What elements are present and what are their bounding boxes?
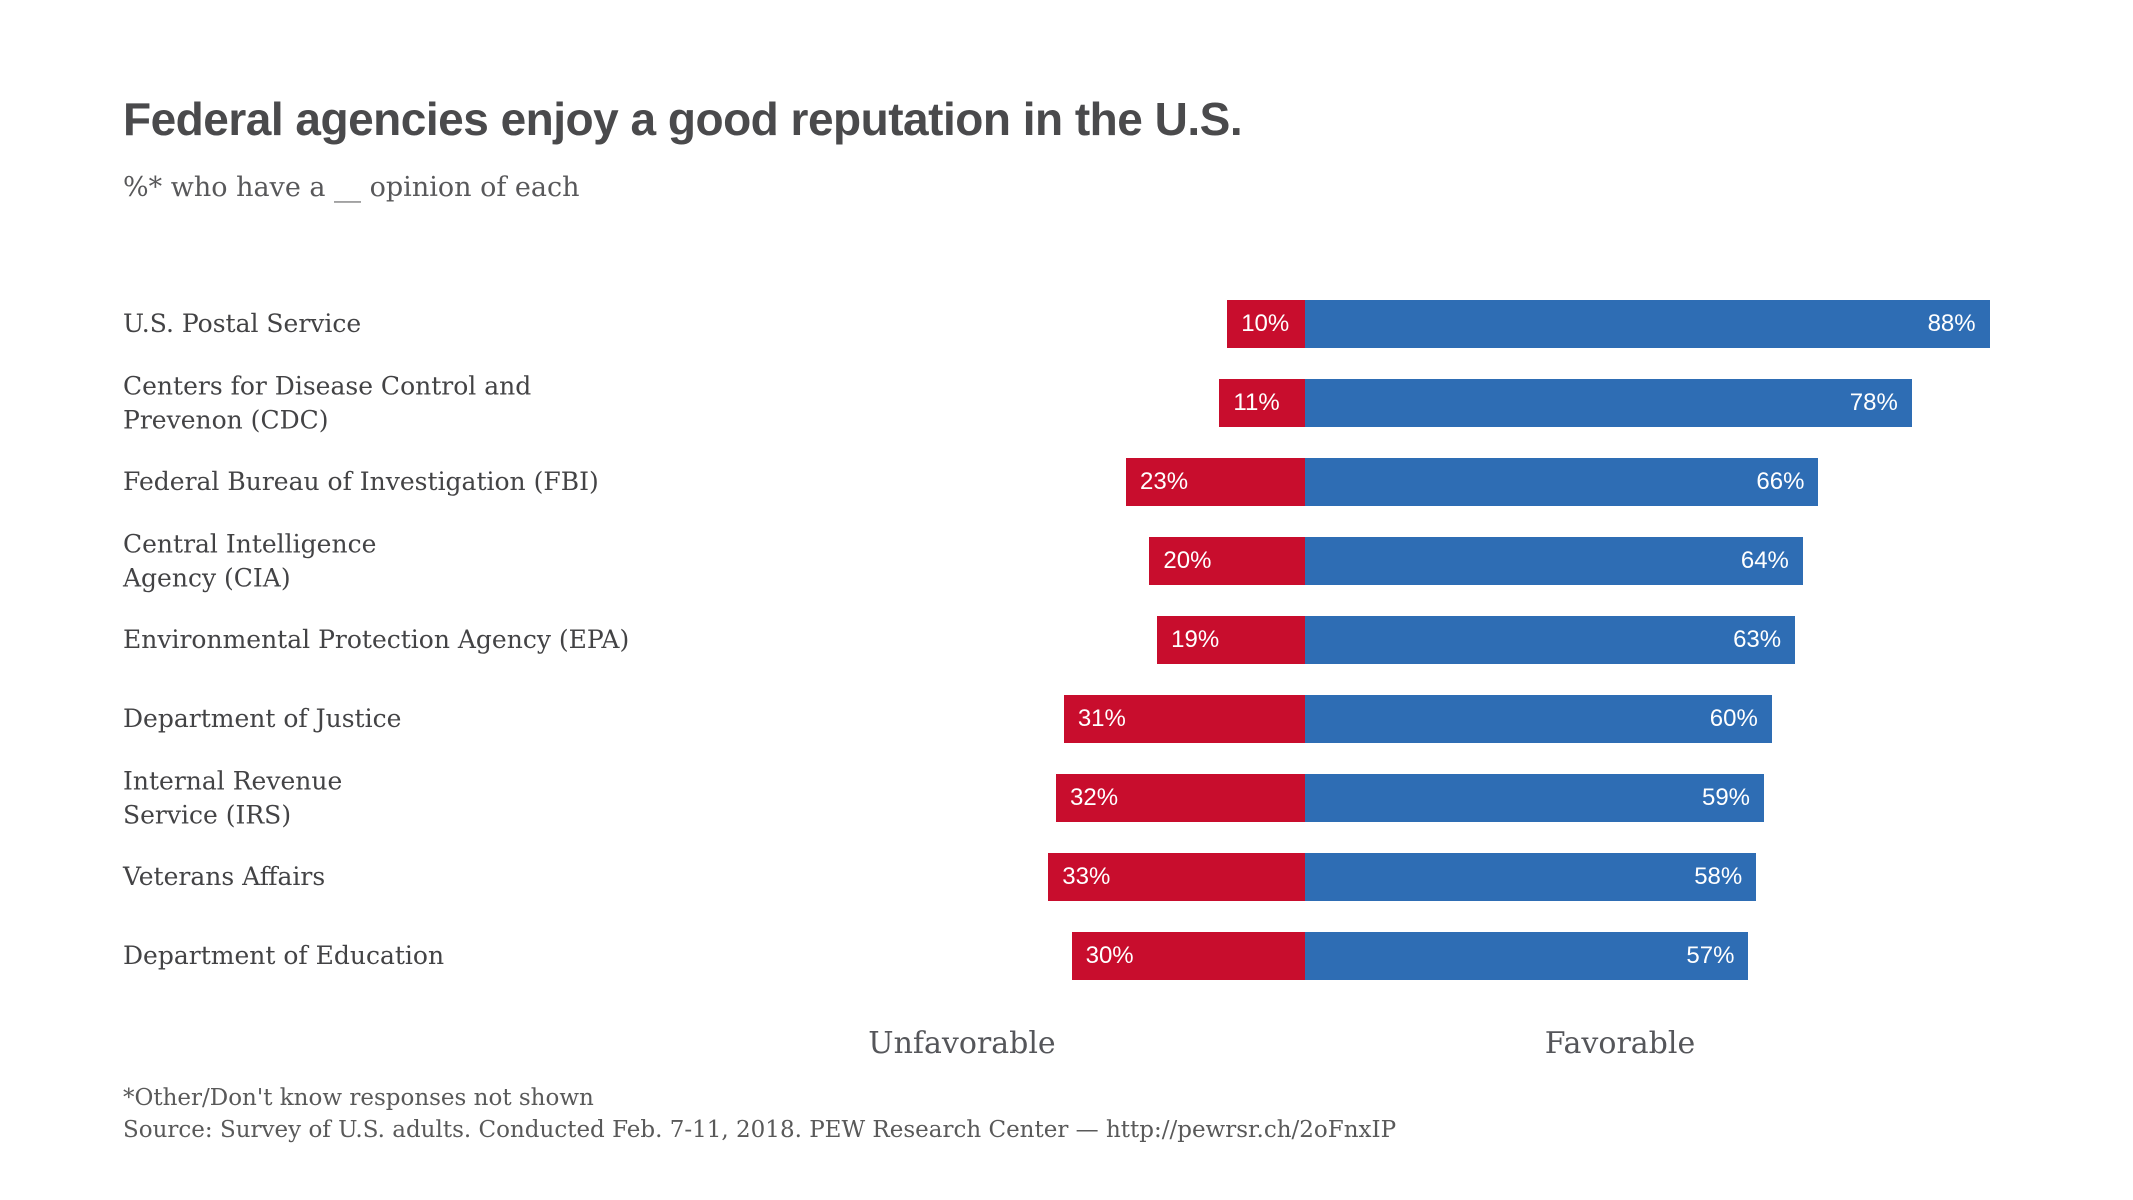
source-text: Source: Survey of U.S. adults. Conducted… xyxy=(123,1117,1397,1143)
unfavorable-bar: 30% xyxy=(1071,932,1305,980)
favorable-bar: 58% xyxy=(1305,853,1757,901)
favorable-value-label: 78% xyxy=(1849,389,1898,416)
chart-subtitle: %* who have a __ opinion of each xyxy=(123,172,580,203)
axis-label-favorable: Favorable xyxy=(1544,1026,1696,1061)
unfavorable-bar: 33% xyxy=(1048,853,1305,901)
axis-label-unfavorable: Unfavorable xyxy=(868,1026,1056,1061)
unfavorable-value-label: 32% xyxy=(1070,784,1119,811)
agency-label: Department of Justice xyxy=(123,704,402,734)
favorable-bar: 66% xyxy=(1305,458,1819,506)
unfavorable-bar: 19% xyxy=(1157,616,1305,664)
unfavorable-bar: 23% xyxy=(1126,458,1305,506)
favorable-value-label: 58% xyxy=(1694,863,1743,890)
unfavorable-value-label: 10% xyxy=(1241,310,1290,337)
chart-footer: *Other/Don't know responses not shown So… xyxy=(123,1082,1396,1146)
favorable-value-label: 57% xyxy=(1686,942,1735,969)
chart-title: Federal agencies enjoy a good reputation… xyxy=(123,93,1243,145)
favorable-value-label: 60% xyxy=(1709,705,1758,732)
agency-label: Veterans Affairs xyxy=(123,862,326,892)
unfavorable-value-label: 20% xyxy=(1163,547,1212,574)
unfavorable-bar: 10% xyxy=(1227,300,1305,348)
unfavorable-value-label: 23% xyxy=(1140,468,1189,495)
favorable-bar: 59% xyxy=(1305,774,1765,822)
agency-label: U.S. Postal Service xyxy=(123,309,362,339)
favorable-value-label: 66% xyxy=(1756,468,1805,495)
agency-label: Department of Education xyxy=(123,941,445,971)
unfavorable-value-label: 30% xyxy=(1085,942,1134,969)
unfavorable-value-label: 31% xyxy=(1077,705,1126,732)
favorable-value-label: 63% xyxy=(1733,626,1782,653)
footnote-text: *Other/Don't know responses not shown xyxy=(123,1085,594,1111)
favorable-value-label: 64% xyxy=(1740,547,1789,574)
unfavorable-value-label: 19% xyxy=(1171,626,1220,653)
favorable-value-label: 88% xyxy=(1927,310,1976,337)
favorable-bar: 57% xyxy=(1305,932,1749,980)
favorable-bar: 88% xyxy=(1305,300,1990,348)
unfavorable-value-label: 33% xyxy=(1062,863,1111,890)
agency-label: Internal Revenue Service (IRS) xyxy=(123,766,343,829)
favorable-bar: 63% xyxy=(1305,616,1796,664)
unfavorable-bar: 11% xyxy=(1219,379,1305,427)
favorable-bar: 64% xyxy=(1305,537,1803,585)
favorable-bar: 60% xyxy=(1305,695,1772,743)
unfavorable-bar: 32% xyxy=(1056,774,1305,822)
agency-label: Federal Bureau of Investigation (FBI) xyxy=(123,467,599,497)
agency-label: Environmental Protection Agency (EPA) xyxy=(123,625,630,655)
unfavorable-bar: 31% xyxy=(1063,695,1305,743)
unfavorable-value-label: 11% xyxy=(1233,389,1280,416)
unfavorable-bar: 20% xyxy=(1149,537,1305,585)
agency-label: Central Intelligence Agency (CIA) xyxy=(123,529,377,592)
favorable-value-label: 59% xyxy=(1701,784,1751,811)
favorable-bar: 78% xyxy=(1305,379,1912,427)
agency-label: Centers for Disease Control and Prevenon… xyxy=(123,371,532,434)
